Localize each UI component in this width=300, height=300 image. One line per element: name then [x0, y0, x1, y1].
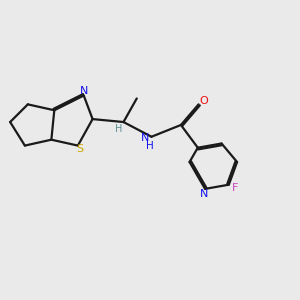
Text: F: F — [232, 183, 239, 193]
Text: S: S — [76, 144, 83, 154]
Text: N: N — [141, 133, 149, 143]
Text: N: N — [200, 189, 208, 199]
Text: H: H — [146, 141, 154, 151]
Text: N: N — [80, 86, 88, 96]
Text: O: O — [200, 96, 208, 106]
Text: H: H — [115, 124, 122, 134]
